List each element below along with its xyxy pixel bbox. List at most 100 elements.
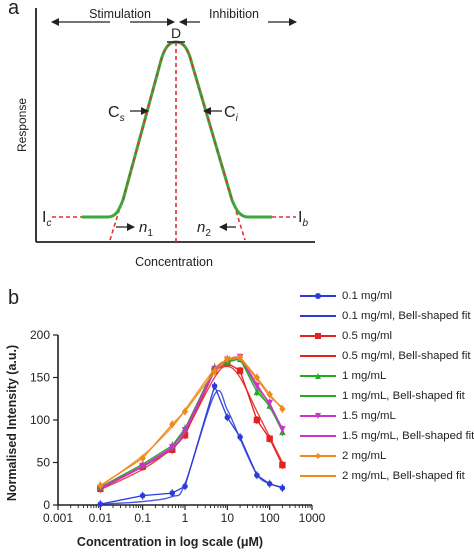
data-point [266, 480, 273, 487]
legend-item: 1 mg/mL [300, 368, 386, 384]
data-point [279, 405, 286, 413]
data-point [169, 420, 176, 428]
x-tick-label: 1000 [299, 511, 326, 525]
data-point [224, 414, 231, 421]
left-slope-label: Cs [108, 104, 125, 124]
x-tick-label: 0.01 [89, 511, 113, 525]
panel-b-chart: 0.001 0.01 0.1 1 10 100 1000 0 50 100 150 200 Norma… [5, 328, 326, 549]
legend-marker [315, 413, 321, 419]
data-point [266, 399, 273, 407]
right-baseline-subscript: b [302, 218, 308, 229]
legend-line [300, 355, 336, 357]
data-point [139, 454, 146, 462]
legend-line [300, 475, 336, 477]
data-point [279, 485, 286, 491]
left-hill-text: n [139, 219, 147, 236]
chart-y-label: Normalised Intensity (a.u.) [5, 345, 19, 501]
panel-a-diagram: Stimulation Inhibition D Cs Ci Ic Ib n1 … [15, 7, 315, 269]
legend-label: 1.5 mg/mL, Bell-shaped fit [342, 430, 474, 442]
left-slope-text: C [108, 104, 120, 121]
right-slope-subscript: i [236, 113, 239, 124]
data-line-5 [99, 356, 283, 486]
inhibition-label: Inhibition [209, 7, 259, 21]
right-slope-label: Ci [224, 104, 239, 124]
left-hill-label: n1 [139, 219, 153, 239]
legend-swatch [300, 431, 336, 441]
data-point [253, 373, 261, 382]
panel-a-x-label: Concentration [135, 255, 213, 269]
panel-a-letter: a [8, 0, 20, 19]
data-point [169, 444, 176, 451]
bell-curve [82, 40, 272, 219]
right-baseline-label: Ib [298, 209, 308, 229]
right-hill-text: n [197, 219, 205, 236]
legend-label: 0.5 mg/ml, Bell-shaped fit [342, 350, 471, 362]
y-tick-label: 150 [30, 371, 50, 385]
stimulation-label: Stimulation [89, 7, 151, 21]
data-point [181, 432, 189, 439]
panel-b-letter: b [8, 287, 20, 309]
x-tick-label: 10 [221, 511, 235, 525]
legend-item: 2 mg/mL, Bell-shaped fit [300, 468, 465, 484]
y-tick-label: 50 [37, 456, 51, 470]
y-tick-label: 200 [30, 328, 50, 342]
y-tick-label: 0 [43, 498, 50, 512]
data-point [253, 388, 261, 396]
legend-item: 2 mg/mL [300, 448, 386, 464]
legend-label: 1.5 mg/mL [342, 410, 396, 422]
legend-item: 0.1 mg/ml [300, 288, 392, 304]
data-point [139, 462, 146, 470]
legend-line [300, 315, 336, 317]
data-point [253, 382, 261, 390]
data-point [279, 426, 286, 434]
bell-curve-dashed-overlay [122, 41, 233, 201]
left-baseline-label: Ic [42, 209, 51, 229]
legend-swatch [300, 291, 336, 301]
legend-item: 0.5 mg/ml, Bell-shaped fit [300, 348, 471, 364]
legend-line [300, 395, 336, 397]
data-point [211, 383, 218, 389]
legend-swatch [300, 331, 336, 341]
legend-item: 1.5 mg/mL [300, 408, 396, 424]
legend-marker [315, 293, 321, 299]
fit-line-2 [100, 365, 284, 491]
legend-item: 0.1 mg/ml, Bell-shaped fit [300, 308, 471, 324]
data-point [253, 416, 261, 424]
legend-swatch [300, 351, 336, 361]
data-point [254, 472, 260, 479]
legend-marker [315, 373, 321, 379]
legend-label: 2 mg/mL [342, 450, 387, 462]
legend-swatch [300, 371, 336, 381]
left-hill-subscript: 1 [147, 228, 153, 239]
legend-label: 2 mg/mL, Bell-shaped fit [342, 470, 465, 482]
data-point [181, 407, 189, 416]
data-point [97, 501, 104, 507]
plot-area: 0.001 0.01 0.1 1 10 100 1000 0 50 100 150 200 [30, 328, 326, 525]
data-point [169, 490, 176, 496]
left-slope-subscript: s [120, 113, 125, 124]
legend-item: 1 mg/mL, Bell-shaped fit [300, 388, 465, 404]
right-hill-label: n2 [197, 219, 211, 239]
data-point [266, 435, 273, 442]
data-point [236, 353, 244, 361]
data-point [266, 390, 273, 399]
data-point [236, 367, 244, 374]
data-point [182, 483, 188, 490]
legend-marker [315, 333, 321, 339]
legend-swatch [300, 411, 336, 421]
x-tick-label: 0.001 [43, 511, 73, 525]
x-tick-label: 1 [182, 511, 189, 525]
legend-swatch [300, 451, 336, 461]
fit-line-1 [100, 389, 283, 505]
legend-label: 0.1 mg/ml [342, 290, 393, 302]
left-baseline-subscript: c [46, 218, 51, 229]
right-slope-text: C [224, 104, 236, 121]
x-tick-label: 0.1 [134, 511, 151, 525]
data-line-1 [100, 384, 283, 505]
legend-swatch [300, 391, 336, 401]
legend-item: 1.5 mg/mL, Bell-shaped fit [300, 428, 474, 444]
y-tick-label: 100 [30, 413, 50, 427]
data-point [181, 427, 189, 434]
legend-swatch [300, 471, 336, 481]
chart-x-label: Concentration in log scale (μM) [77, 535, 263, 549]
